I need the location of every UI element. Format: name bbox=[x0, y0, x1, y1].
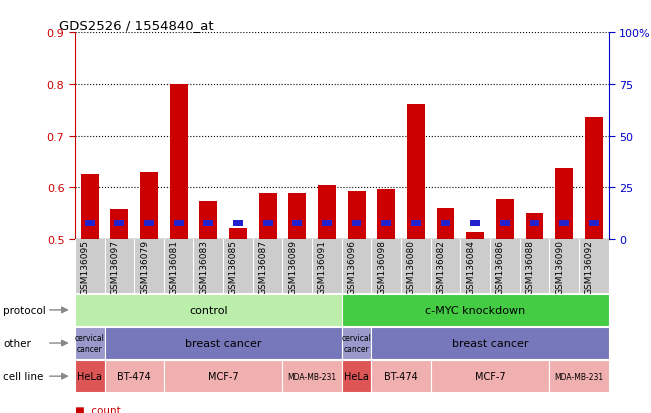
Bar bbox=[229, 229, 247, 240]
Bar bbox=[585, 118, 603, 240]
Text: control: control bbox=[189, 305, 228, 315]
Bar bbox=[437, 208, 454, 240]
Text: GDS2526 / 1554840_at: GDS2526 / 1554840_at bbox=[59, 19, 214, 31]
Bar bbox=[525, 214, 544, 240]
Bar bbox=[140, 173, 158, 240]
Bar bbox=[381, 221, 391, 226]
Bar bbox=[466, 232, 484, 240]
Bar bbox=[530, 221, 540, 226]
Text: cervical
cancer: cervical cancer bbox=[342, 334, 372, 353]
Text: HeLa: HeLa bbox=[344, 371, 369, 381]
Bar bbox=[144, 221, 154, 226]
Bar bbox=[348, 192, 365, 240]
Bar bbox=[170, 85, 187, 240]
Text: MDA-MB-231: MDA-MB-231 bbox=[288, 372, 337, 381]
Text: MDA-MB-231: MDA-MB-231 bbox=[555, 372, 603, 381]
Bar bbox=[115, 221, 124, 226]
Text: other: other bbox=[3, 338, 31, 348]
Bar bbox=[378, 190, 395, 240]
Text: MCF-7: MCF-7 bbox=[475, 371, 505, 381]
Bar bbox=[263, 221, 273, 226]
Text: cell line: cell line bbox=[3, 371, 44, 381]
Bar bbox=[288, 193, 306, 240]
Bar bbox=[500, 221, 510, 226]
Text: cervical
cancer: cervical cancer bbox=[75, 334, 105, 353]
Text: c-MYC knockdown: c-MYC knockdown bbox=[425, 305, 525, 315]
Bar bbox=[85, 221, 94, 226]
Bar bbox=[441, 221, 450, 226]
Bar bbox=[407, 104, 425, 240]
Bar bbox=[81, 175, 98, 240]
Bar bbox=[555, 169, 573, 240]
Bar bbox=[174, 221, 184, 226]
Bar bbox=[292, 221, 302, 226]
Bar bbox=[318, 185, 336, 240]
Bar bbox=[258, 193, 277, 240]
Bar bbox=[111, 210, 128, 240]
Bar bbox=[233, 221, 243, 226]
Text: ■  count: ■ count bbox=[75, 405, 120, 413]
Text: BT-474: BT-474 bbox=[384, 371, 418, 381]
Text: MCF-7: MCF-7 bbox=[208, 371, 238, 381]
Bar bbox=[496, 199, 514, 240]
Bar bbox=[470, 221, 480, 226]
Bar bbox=[411, 221, 421, 226]
Bar bbox=[203, 221, 214, 226]
Bar bbox=[322, 221, 332, 226]
Bar bbox=[559, 221, 569, 226]
Text: BT-474: BT-474 bbox=[117, 371, 151, 381]
Text: breast cancer: breast cancer bbox=[452, 338, 529, 348]
Text: HeLa: HeLa bbox=[77, 371, 102, 381]
Text: protocol: protocol bbox=[3, 305, 46, 315]
Bar bbox=[589, 221, 599, 226]
Text: breast cancer: breast cancer bbox=[185, 338, 262, 348]
Bar bbox=[199, 202, 217, 240]
Bar bbox=[352, 221, 361, 226]
